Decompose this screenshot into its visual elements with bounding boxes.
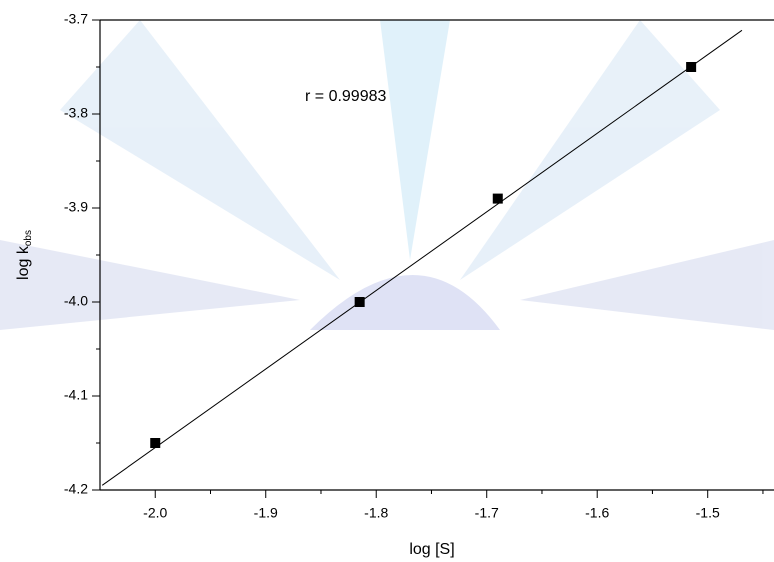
y-axis-label-text: log k — [15, 245, 32, 280]
y-tick-label: -4.0 — [64, 293, 88, 309]
x-tick-label: -1.8 — [364, 505, 388, 521]
x-tick-label: -2.0 — [143, 505, 167, 521]
fit-line — [101, 29, 743, 486]
y-tick-label: -4.2 — [64, 481, 88, 497]
y-tick-label: -3.8 — [64, 105, 88, 121]
y-tick-label: -3.7 — [64, 11, 88, 27]
point — [150, 438, 161, 448]
watermark — [0, 20, 774, 330]
y-tick-label: -3.9 — [64, 199, 88, 215]
x-tick-label: -1.6 — [585, 505, 609, 521]
y-axis-label: log kobs — [15, 230, 33, 280]
x-tick-label: -1.5 — [696, 505, 720, 521]
x-tick-label: -1.7 — [475, 505, 499, 521]
point — [354, 297, 365, 307]
point — [492, 193, 503, 204]
x-tick-label: -1.9 — [254, 505, 278, 521]
x-axis-label-text: log [S] — [409, 541, 454, 558]
y-tick-label: -4.1 — [64, 387, 88, 403]
point — [686, 62, 697, 72]
annotation: r = 0.99983 — [305, 88, 387, 105]
x-axis-label: log [S] — [409, 541, 454, 558]
y-axis-label-subscript: obs — [23, 230, 34, 246]
